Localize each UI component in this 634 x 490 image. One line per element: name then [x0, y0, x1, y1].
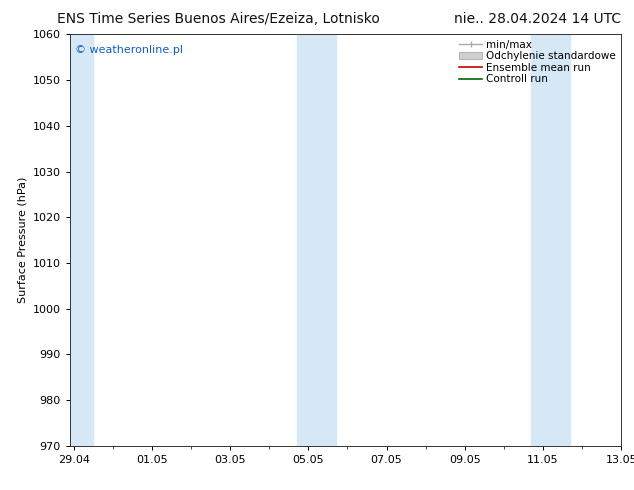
Text: nie.. 28.04.2024 14 UTC: nie.. 28.04.2024 14 UTC [454, 12, 621, 26]
Text: ENS Time Series Buenos Aires/Ezeiza, Lotnisko: ENS Time Series Buenos Aires/Ezeiza, Lot… [57, 12, 380, 26]
Y-axis label: Surface Pressure (hPa): Surface Pressure (hPa) [17, 177, 27, 303]
Bar [70, 34, 93, 446]
Legend: min/max, Odchylenie standardowe, Ensemble mean run, Controll run: min/max, Odchylenie standardowe, Ensembl… [456, 36, 619, 87]
Bar [531, 34, 571, 446]
Text: © weatheronline.pl: © weatheronline.pl [75, 45, 183, 54]
Bar [297, 34, 336, 446]
